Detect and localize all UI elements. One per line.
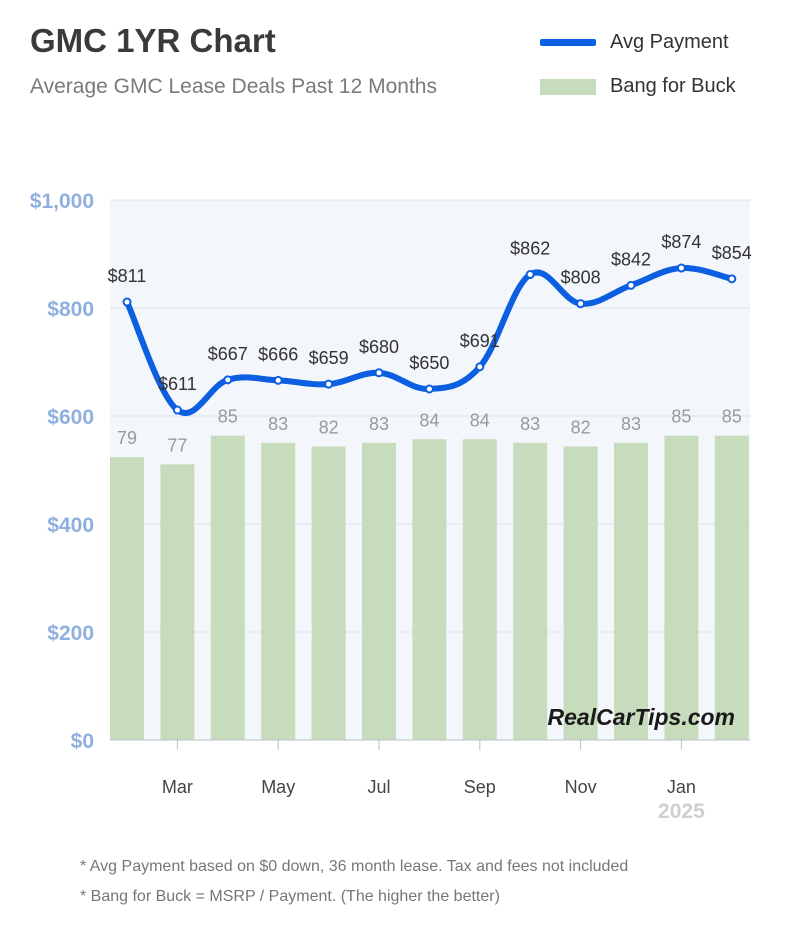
bar-value-label: 82 — [571, 417, 591, 437]
bar-value-label: 83 — [520, 414, 540, 434]
chart-title: GMC 1YR Chart — [30, 22, 276, 59]
line-value-label: $854 — [712, 243, 752, 263]
legend-bar-swatch — [540, 78, 596, 95]
bar[interactable] — [563, 446, 598, 740]
y-tick-label: $200 — [47, 622, 94, 645]
line-point[interactable] — [424, 384, 434, 394]
line-point[interactable] — [576, 299, 586, 309]
x-tick-label: Nov — [565, 777, 597, 797]
watermark: RealCarTips.com — [548, 704, 735, 730]
bar[interactable] — [261, 442, 296, 740]
legend-line-swatch — [540, 39, 596, 46]
line-point[interactable] — [626, 280, 636, 290]
bar-value-label: 84 — [419, 410, 439, 430]
legend-label: Avg Payment — [610, 31, 729, 53]
line-value-label: $874 — [661, 232, 701, 252]
x-tick-label: Jan — [667, 777, 696, 797]
line-value-label: $611 — [158, 374, 197, 394]
y-tick-label: $600 — [47, 406, 94, 429]
x-tick-label: Jul — [367, 777, 390, 797]
line-value-label: $680 — [359, 337, 399, 357]
year-label: 2025 — [658, 800, 705, 823]
bar[interactable] — [362, 442, 396, 740]
bar[interactable] — [462, 439, 497, 740]
bar[interactable] — [614, 442, 648, 740]
footnote-bang-for-buck: * Bang for Buck = MSRP / Payment. (The h… — [80, 888, 500, 905]
bar-value-label: 83 — [268, 414, 288, 434]
x-tick-label: Sep — [464, 777, 496, 797]
bar[interactable] — [714, 435, 749, 740]
line-value-label: $842 — [611, 249, 651, 269]
legend-label: Bang for Buck — [610, 75, 736, 97]
chart-subtitle: Average GMC Lease Deals Past 12 Months — [30, 75, 437, 98]
legend-item-avg-payment[interactable]: Avg Payment — [540, 31, 729, 54]
line-point[interactable] — [172, 405, 182, 415]
line-value-label: $650 — [409, 353, 449, 373]
bar[interactable] — [160, 464, 195, 740]
bar-value-label: 85 — [722, 407, 742, 427]
line-point[interactable] — [475, 362, 485, 372]
bar[interactable] — [311, 446, 346, 740]
line-point[interactable] — [727, 274, 737, 284]
x-tick-label: May — [261, 777, 295, 797]
y-tick-label: $400 — [47, 514, 94, 537]
line-value-label: $811 — [108, 266, 147, 286]
bar[interactable] — [664, 435, 699, 740]
line-point[interactable] — [676, 263, 686, 273]
footnote-avg-payment: * Avg Payment based on $0 down, 36 month… — [80, 858, 629, 875]
x-tick-label: Mar — [162, 777, 193, 797]
line-point[interactable] — [525, 270, 535, 280]
bar[interactable] — [110, 457, 144, 740]
bar-value-label: 85 — [218, 407, 238, 427]
bar-value-label: 77 — [167, 435, 187, 455]
line-point[interactable] — [122, 297, 132, 307]
line-point[interactable] — [374, 368, 384, 378]
line-value-label: $808 — [561, 268, 601, 288]
bar-value-label: 85 — [671, 407, 691, 427]
line-value-label: $691 — [460, 331, 500, 351]
y-tick-label: $800 — [47, 298, 94, 321]
bar-value-label: 83 — [621, 414, 641, 434]
line-value-label: $667 — [208, 344, 248, 364]
y-tick-label: $1,000 — [30, 190, 94, 213]
line-point[interactable] — [223, 375, 233, 385]
bar-value-label: 84 — [470, 410, 490, 430]
line-value-label: $659 — [309, 348, 349, 368]
bar-value-label: 79 — [117, 428, 137, 448]
bar[interactable] — [412, 439, 447, 740]
bar-value-label: 82 — [319, 417, 339, 437]
line-point[interactable] — [324, 379, 334, 389]
y-tick-label: $0 — [71, 730, 94, 753]
bar-value-label: 83 — [369, 414, 389, 434]
line-value-label: $666 — [258, 344, 298, 364]
legend-item-bang-for-buck[interactable]: Bang for Buck — [540, 75, 736, 98]
line-value-label: $862 — [510, 239, 550, 259]
bar[interactable] — [513, 442, 548, 740]
line-point[interactable] — [273, 375, 283, 385]
bar[interactable] — [210, 435, 245, 740]
